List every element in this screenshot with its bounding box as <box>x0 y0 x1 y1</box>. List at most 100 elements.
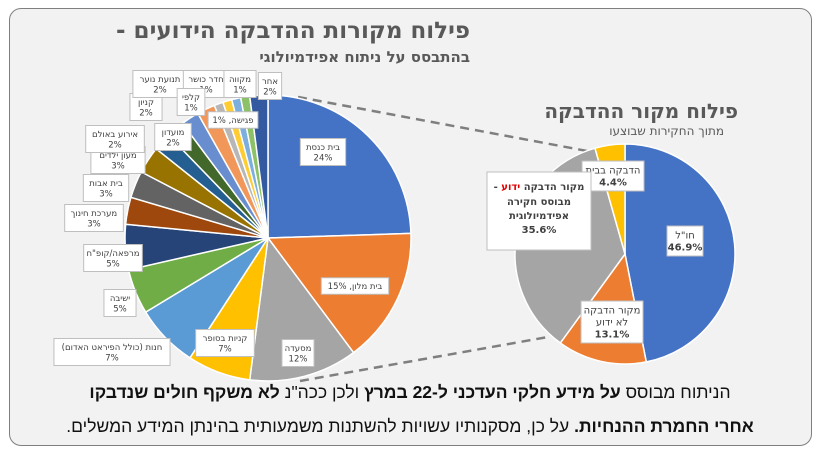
label-text: אירוע באולם <box>92 130 138 140</box>
footer-text-part: לא משקף חולים שנדבקו <box>89 382 280 402</box>
label-text: קלפי <box>182 93 200 103</box>
footer-text-part: על כן, מסקנותיו עשויות להשתנות משמעותית … <box>66 416 575 436</box>
label-text: מבוסס חקירה <box>507 197 571 208</box>
label-box <box>195 329 255 357</box>
label-box <box>53 338 171 366</box>
label-box <box>83 244 143 272</box>
label-text: 5% <box>113 304 127 314</box>
label-text: מסעדה <box>285 344 312 354</box>
label-text: קניות בסופר <box>203 334 248 344</box>
label-text: 24% <box>314 153 333 163</box>
footer-line-1: הניתוח מבוסס על מידע חלקי העדכני ל-22 במ… <box>20 382 800 403</box>
connector-line-bottom <box>299 335 549 383</box>
label-text: חנות (כולל הפיראט האדום) <box>62 343 163 353</box>
label-text: 46.9% <box>668 243 703 254</box>
label-box <box>299 138 347 166</box>
label-text: 35.6% <box>522 225 557 236</box>
pie0-label-16: פגישה, 1% <box>207 111 259 129</box>
label-text: 12% <box>289 354 308 364</box>
label-text: 4.4% <box>599 178 627 189</box>
connector-line-top <box>297 95 599 155</box>
label-text: 2% <box>153 85 167 95</box>
pie0-slice-2 <box>248 236 355 382</box>
footer-line-2: אחרי החמרת ההנחיות. על כן, מסקנותיו עשוי… <box>20 416 800 437</box>
label-text: הדבקה בבית <box>586 166 641 177</box>
label-box <box>64 204 124 232</box>
label-text: בית מלון, 15% <box>328 282 383 292</box>
main-chart-title: פילוח מקורות ההדבקה הידועים - <box>116 18 470 44</box>
label-text: בית כנסת <box>306 143 340 153</box>
label-text: בית אבות <box>89 179 123 189</box>
secondary-chart-title: פילוח מקור ההדבקה <box>544 99 738 123</box>
label-text: מקווה <box>229 75 251 85</box>
label-text: 3% <box>87 219 101 229</box>
pie0-label-1: בית מלון, 15% <box>320 277 390 295</box>
label-box <box>281 339 315 367</box>
label-box <box>207 111 259 129</box>
label-box <box>666 225 704 257</box>
footer-text-part: הניתוח מבוסס <box>620 382 731 402</box>
label-text: תנועת נוער <box>140 75 181 85</box>
label-box <box>82 174 130 202</box>
pie1-label-2: מקור הדבקה ידוע - מבוסס חקירה אפידמיולוגית… <box>486 171 592 251</box>
label-text: מקור הדבקה ידוע - <box>494 182 585 193</box>
pie0-label-6: מרפאה/קופ"ח5% <box>83 244 143 272</box>
label-text: 13.1% <box>595 330 630 341</box>
label-box <box>580 300 644 344</box>
label-box <box>320 277 390 295</box>
label-text: קניון <box>138 98 154 108</box>
label-text: 2% <box>139 108 153 118</box>
footer-text-part: ולכן ככה"נ <box>279 382 365 402</box>
label-text: 3% <box>111 161 125 171</box>
label-text: 7% <box>218 344 232 354</box>
label-text: פגישה, 1% <box>212 116 253 126</box>
label-text: לא ידוע <box>596 318 628 329</box>
label-text: מעון ילדים <box>99 151 136 161</box>
label-text: מערכת חינוך <box>71 209 117 219</box>
label-text: מרפאה/קופ"ח <box>86 249 139 259</box>
label-text: מועדון <box>162 128 185 138</box>
footer-text-part: על מידע חלקי העדכני ל-22 במרץ <box>364 382 621 402</box>
label-box <box>486 171 592 251</box>
secondary-chart-subtitle: מתוך החקירות שבוצעו <box>609 124 724 138</box>
label-text: אחר <box>262 77 278 87</box>
label-box <box>85 125 145 153</box>
label-text: ישיבה <box>110 294 130 304</box>
label-text: מקור הדבקה <box>584 306 641 317</box>
label-text: 2% <box>108 140 122 150</box>
label-text: 5% <box>106 259 120 269</box>
label-text: 7% <box>105 353 119 363</box>
pie0-label-4: חנות (כולל הפיראט האדום)7% <box>53 338 171 366</box>
label-box <box>581 160 645 192</box>
label-text: 1% <box>184 103 198 113</box>
label-box <box>154 123 192 151</box>
label-box <box>103 289 137 317</box>
label-text: 1% <box>233 85 247 95</box>
label-text: אפידמיולוגית <box>509 211 569 222</box>
main-chart-subtitle: בהתבסס על ניתוח אפידמיולוגי <box>259 48 470 66</box>
footer-text-part: אחרי החמרת ההנחיות. <box>574 416 754 436</box>
label-text: 2% <box>263 87 277 97</box>
label-text: חו"ל <box>675 231 695 242</box>
label-box <box>257 72 283 100</box>
label-text: חדר כושר <box>188 75 223 85</box>
label-box <box>223 70 257 98</box>
label-box <box>176 88 206 116</box>
label-text: 3% <box>99 189 113 199</box>
pie0-slice-0 <box>267 94 412 239</box>
